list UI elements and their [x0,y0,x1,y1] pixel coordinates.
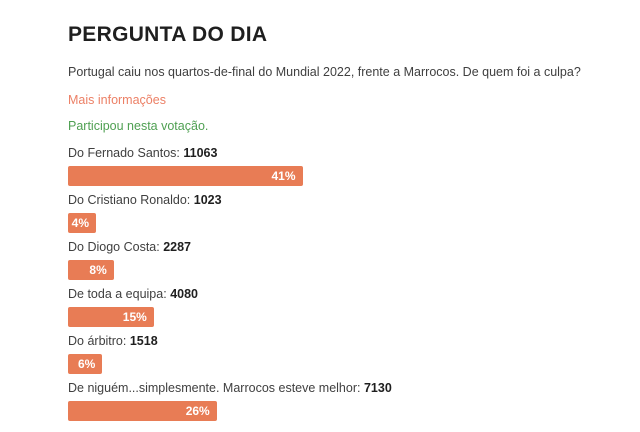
result-bar: 8% [68,260,114,280]
result-bar: 6% [68,354,103,374]
option-vote-count: 7130 [363,381,392,395]
result-bar: 26% [68,401,217,421]
option-percent: 8% [89,263,107,277]
option-vote-count: 4080 [170,287,198,301]
poll-option-label-line: De niguém...simplesmente. Marrocos estev… [68,381,640,396]
poll-option-row: Do árbitro: 1518 6% [68,334,640,374]
poll-option-label-line: Do Cristiano Ronaldo: 1023 [68,193,640,208]
more-info-link[interactable]: Mais informações [68,93,166,107]
option-label: Do Diogo Costa: [68,240,160,254]
option-percent: 26% [185,404,210,418]
poll-option-row: Do Cristiano Ronaldo: 1023 4% [68,193,640,233]
poll-option-row: Do Diogo Costa: 2287 8% [68,240,640,280]
option-vote-count: 1023 [193,193,222,207]
poll-option-row: Do Fernado Santos: 11063 41% [68,146,640,186]
option-label: De toda a equipa: [68,287,167,301]
poll-widget: PERGUNTA DO DIA Portugal caiu nos quarto… [68,24,640,421]
option-vote-count: 1518 [129,334,158,348]
page-title: PERGUNTA DO DIA [68,23,268,46]
option-label: Do árbitro: [68,334,127,348]
poll-results: Do Fernado Santos: 11063 41% Do Cristian… [68,146,640,421]
option-label: Do Fernado Santos: [68,146,180,160]
option-label: De niguém...simplesmente. Marrocos estev… [68,381,361,395]
option-label: Do Cristiano Ronaldo: [68,193,191,207]
result-bar: 41% [68,166,303,186]
poll-option-row: De niguém...simplesmente. Marrocos estev… [68,381,640,421]
option-percent: 4% [71,216,89,230]
option-percent: 41% [271,169,296,183]
poll-question: Portugal caiu nos quartos-de-final do Mu… [68,65,581,79]
result-bar: 15% [68,307,154,327]
option-vote-count: 11063 [183,146,218,160]
poll-content: PERGUNTA DO DIA Portugal caiu nos quarto… [68,24,640,421]
poll-option-row: De toda a equipa: 4080 15% [68,287,640,327]
poll-option-label-line: Do Diogo Costa: 2287 [68,240,640,255]
participation-status: Participou nesta votação. [68,119,209,133]
option-vote-count: 2287 [163,240,192,254]
option-percent: 6% [77,357,96,371]
poll-option-label-line: Do árbitro: 1518 [68,334,640,349]
poll-option-label-line: Do Fernado Santos: 11063 [68,146,640,161]
option-percent: 15% [122,310,147,324]
result-bar: 4% [68,213,96,233]
poll-option-label-line: De toda a equipa: 4080 [68,287,640,302]
